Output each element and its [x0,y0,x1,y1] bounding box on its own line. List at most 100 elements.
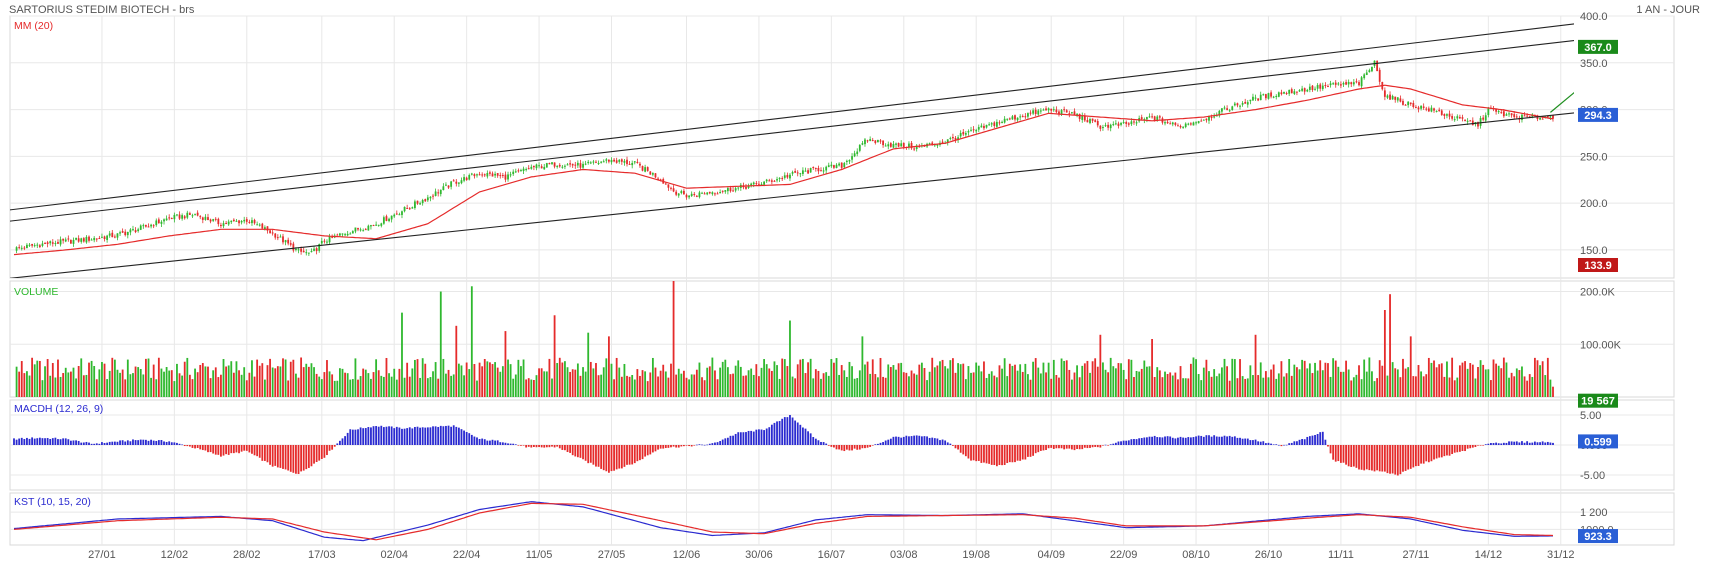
volume-bar [132,373,134,397]
macdh-bar [1127,440,1130,445]
x-tick-label: 22/04 [453,549,481,561]
candle-body [734,188,737,191]
candle-body [1037,110,1040,115]
volume-bar [1078,377,1081,397]
volume-bar [287,380,290,397]
macdh-bar [900,437,903,445]
candle-body [157,219,160,224]
candle-body [1233,103,1236,106]
volume-bar [251,360,253,397]
candle-body [212,219,215,221]
volume-layer [15,281,1554,397]
macdh-bar [295,445,297,474]
candle-body [295,248,297,250]
volume-bar [734,365,737,397]
candle-body [209,219,212,222]
macdh-bar [711,443,714,445]
macdh-bar [238,445,240,454]
volume-bar [884,377,887,397]
candle-body [170,217,173,219]
volume-bar [362,368,365,397]
candle-body [843,163,846,168]
macdh-label: MACDH (12, 26, 9) [14,403,103,415]
volume-bar [923,367,926,397]
period-label[interactable]: 1 AN - JOUR [1636,4,1700,16]
volume-bar [1402,358,1404,397]
candle-body [737,187,740,189]
volume-bar [690,374,693,397]
volume-bar [320,379,323,397]
volume-bar [429,377,432,397]
candle-body [455,181,458,184]
volume-bar [1086,360,1089,397]
candle-body [1065,110,1068,113]
volume-bar [339,368,341,397]
volume-bar [1523,376,1526,397]
volume-bar [820,378,822,397]
volume-bar [1140,368,1143,397]
macdh-bar [160,439,163,445]
candle-body [364,229,367,231]
candle-body [1153,116,1156,121]
y-tick-label: 150.0 [1580,245,1608,257]
candle-body [380,223,383,226]
candle-body [783,175,786,178]
volume-bar [1267,377,1270,397]
volume-bar [964,379,967,397]
candle-body [817,167,820,172]
volume-bar [1156,367,1159,397]
macdh-bar [1246,438,1249,445]
macdh-bar [545,445,548,448]
volume-bar [1200,380,1203,397]
macdh-bar [985,445,988,464]
macdh-bar [939,440,941,445]
volume-bar [411,368,414,397]
macdh-bar [1487,443,1490,445]
candle-body [995,121,998,127]
volume-bar [1497,365,1500,397]
volume-bar [341,368,344,397]
macdh-bar [801,427,804,445]
candle-body [1332,83,1335,85]
macdh-bar [664,445,667,449]
macdh-bar [447,425,450,445]
macdh-bar [1508,441,1510,445]
candle-body [393,214,396,217]
candle-body [670,187,672,189]
macdh-bar [300,445,303,472]
macdh-bar [1523,442,1526,445]
macdh-bar [1415,445,1417,467]
macdh-bar [683,445,685,447]
candle-body [147,226,150,228]
volume-bar [879,357,882,397]
volume-bar [370,378,372,397]
volume-bar [1541,361,1544,397]
volume-bar [990,371,993,397]
candle-body [576,162,579,166]
macdh-bar [931,437,934,445]
volume-bar [931,357,934,397]
macdh-bar [1440,445,1443,458]
volume-bar [1239,359,1241,397]
volume-bar [266,365,269,397]
macdh-bar [341,438,344,445]
volume-bar [592,368,595,397]
volume-bar [271,367,274,397]
volume-bar [1363,359,1366,397]
x-tick-label: 12/02 [161,549,189,561]
volume-bar [1407,367,1410,397]
volume-bar [576,363,579,397]
macdh-bar [1427,445,1430,463]
candle-body [569,163,572,165]
candle-body [44,243,46,245]
macdh-bar [1029,445,1032,457]
macdh-bar [918,435,921,445]
volume-bar [750,368,753,397]
candle-body [1107,124,1110,128]
candle-body [592,161,595,163]
candle-body [520,170,522,172]
macdh-bar [1443,445,1446,457]
volume-bar [1518,370,1521,397]
macdh-bar [222,445,225,456]
macdh-bar [323,445,326,458]
